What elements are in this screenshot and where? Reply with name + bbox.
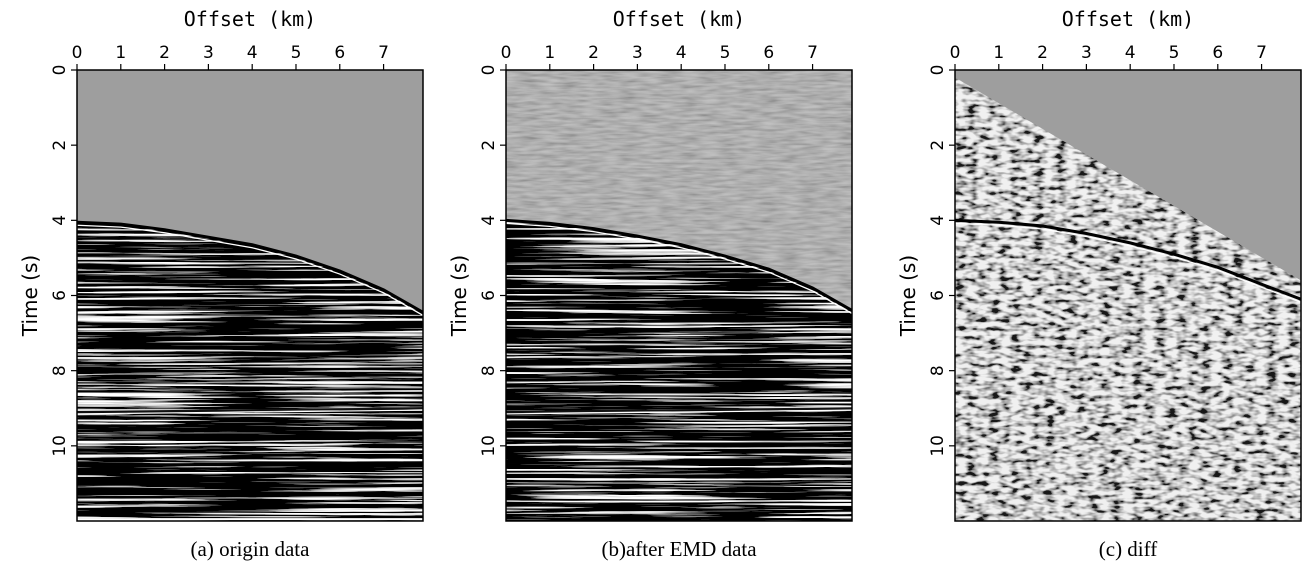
x-tick-label: 6: [763, 43, 774, 63]
y-tick-label: 2: [50, 140, 70, 151]
x-axis-title: Offset (km): [1062, 7, 1194, 31]
y-axis-title: Time (s): [896, 255, 920, 337]
plot-area: [77, 70, 423, 521]
x-tick-label: 4: [1125, 43, 1136, 63]
x-tick-label: 5: [291, 43, 302, 63]
reflector-event: [77, 409, 423, 415]
x-tick-label: 4: [676, 43, 687, 63]
y-tick-label: 8: [50, 365, 70, 376]
x-tick-label: 6: [334, 43, 345, 63]
first-arrival-bright: [506, 222, 852, 315]
y-tick-label: 8: [479, 365, 499, 376]
x-tick-label: 3: [203, 43, 214, 63]
first-arrival-dark: [506, 218, 852, 312]
y-tick-label: 2: [479, 140, 499, 151]
y-tick-label: 10: [928, 435, 948, 457]
x-tick-label: 1: [115, 43, 126, 63]
x-tick-label: 5: [720, 43, 731, 63]
x-tick-label: 5: [1169, 43, 1180, 63]
first-arrival-dark: [955, 218, 1301, 301]
y-tick-label: 6: [479, 290, 499, 301]
panel-2: 0 1 2 3 4 5 6 7 Offset (km) 0 2 4 6 8 10 Time (s) (b)aft…: [447, 7, 853, 561]
panel-3: 0 1 2 3 4 5 6 7 Offset (km) 0 2 4 6 8 10 Time (s) (c) di…: [896, 7, 1302, 561]
y-tick-label: 2: [928, 140, 948, 151]
x-axis-title: Offset (km): [184, 7, 316, 31]
y-tick-label: 4: [479, 215, 499, 226]
panel-caption: (a) origin data: [191, 537, 311, 561]
panel-1: 0 1 2 3 4 5 6 7 Offset (km) 0 2 4 6 8 10 Time (s) (a) or…: [18, 7, 424, 561]
first-arrival-bright: [77, 224, 423, 316]
y-tick-label: 6: [928, 290, 948, 301]
reflector-event: [506, 409, 852, 415]
x-tick-label: 6: [1212, 43, 1223, 63]
y-axis-title: Time (s): [447, 255, 471, 337]
y-tick-label: 4: [50, 215, 70, 226]
x-tick-label: 3: [632, 43, 643, 63]
y-axis-title: Time (s): [18, 255, 42, 337]
x-tick-label: 7: [807, 43, 818, 63]
x-tick-label: 2: [159, 43, 170, 63]
x-tick-label: 2: [588, 43, 599, 63]
x-tick-label: 4: [247, 43, 258, 63]
y-tick-label: 0: [50, 65, 70, 76]
plot-area: [955, 70, 1301, 521]
y-tick-label: 4: [928, 215, 948, 226]
x-tick-label: 3: [1081, 43, 1092, 63]
y-tick-label: 0: [928, 65, 948, 76]
first-arrival-bright: [955, 222, 1301, 303]
panel-caption: (b)after EMD data: [601, 537, 757, 561]
reflector-event: [506, 407, 852, 414]
x-tick-label: 1: [993, 43, 1004, 63]
x-tick-label: 0: [72, 43, 83, 63]
y-tick-label: 8: [928, 365, 948, 376]
first-arrival-dark: [77, 220, 423, 314]
x-axis-title: Offset (km): [613, 7, 745, 31]
x-tick-label: 2: [1037, 43, 1048, 63]
x-tick-label: 1: [544, 43, 555, 63]
y-tick-label: 10: [50, 435, 70, 457]
x-tick-label: 7: [378, 43, 389, 63]
reflector-event: [77, 407, 423, 414]
y-tick-label: 6: [50, 290, 70, 301]
x-tick-label: 0: [501, 43, 512, 63]
y-tick-label: 0: [479, 65, 499, 76]
x-tick-label: 7: [1256, 43, 1267, 63]
plot-area: [506, 70, 852, 521]
y-tick-label: 10: [479, 435, 499, 457]
panel-caption: (c) diff: [1099, 537, 1158, 561]
x-tick-label: 0: [950, 43, 961, 63]
